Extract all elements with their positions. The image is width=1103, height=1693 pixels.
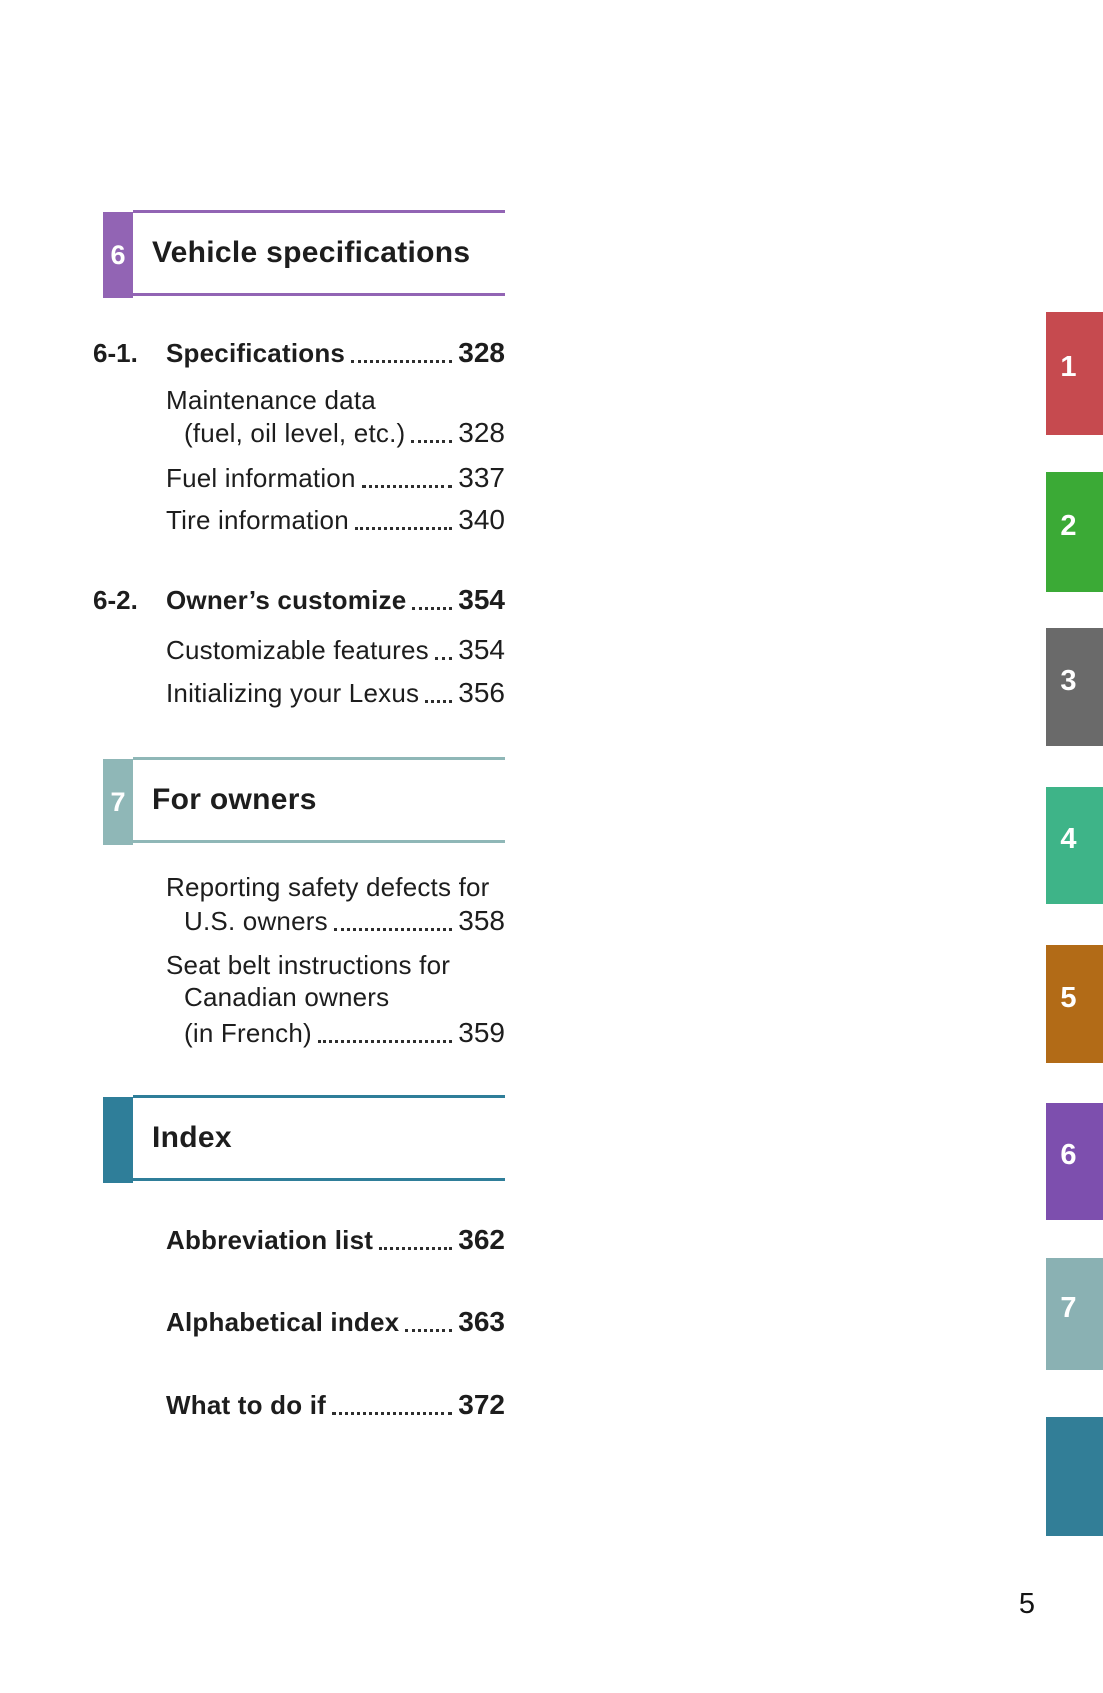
section-title: Index bbox=[152, 1121, 232, 1154]
dotted-leader bbox=[405, 1329, 453, 1332]
toc-entry-label: Tire information bbox=[166, 505, 349, 535]
side-tab-5: 5 bbox=[1046, 945, 1103, 1063]
toc-entry-label: Abbreviation list bbox=[166, 1225, 374, 1255]
toc-page-number: 362 bbox=[458, 1224, 505, 1255]
side-tab-number: 4 bbox=[1060, 823, 1077, 855]
toc-entry-label: Customizable features bbox=[166, 635, 429, 665]
header-rule-top bbox=[133, 757, 505, 760]
toc-entry: (fuel, oil level, etc.) 328 bbox=[184, 416, 505, 450]
side-tab-number: 6 bbox=[1060, 1139, 1077, 1171]
toc-entry-label: Maintenance data bbox=[166, 385, 376, 415]
dotted-leader bbox=[379, 1247, 453, 1250]
toc-page-number: 328 bbox=[458, 337, 505, 368]
toc-entry: Seat belt instructions for bbox=[166, 948, 505, 982]
toc-entry: What to do if 372 bbox=[166, 1388, 505, 1422]
side-tab-6: 6 bbox=[1046, 1103, 1103, 1220]
toc-entry-label: Alphabetical index bbox=[166, 1307, 400, 1337]
section-title: Vehicle specifications bbox=[152, 236, 471, 269]
dotted-leader bbox=[333, 928, 453, 931]
toc-page-number: 337 bbox=[458, 462, 505, 493]
dotted-leader bbox=[361, 485, 453, 488]
dotted-leader bbox=[332, 1412, 453, 1415]
toc-entry: U.S. owners 358 bbox=[184, 904, 505, 938]
section-prefix: 6-2. bbox=[93, 585, 138, 615]
side-tab-number: 2 bbox=[1060, 509, 1077, 542]
toc-entry: Abbreviation list 362 bbox=[166, 1223, 505, 1257]
side-tab-index bbox=[1046, 1417, 1103, 1536]
side-tab-3: 3 bbox=[1046, 628, 1103, 746]
section-number-badge: 6 bbox=[103, 212, 133, 298]
header-rule-top bbox=[133, 210, 505, 213]
section-title: For owners bbox=[152, 783, 317, 816]
section-number: 6 bbox=[110, 239, 126, 270]
toc-entry-label: Canadian owners bbox=[184, 982, 390, 1012]
toc-page-number: 354 bbox=[458, 634, 505, 665]
dotted-leader bbox=[425, 700, 453, 703]
toc-page-number: 328 bbox=[458, 417, 505, 448]
toc-page-number: 372 bbox=[458, 1389, 505, 1420]
toc-entry: Customizable features 354 bbox=[166, 633, 505, 667]
toc-page-number: 363 bbox=[458, 1306, 505, 1337]
toc-entry: 6-1. Specifications 328 bbox=[93, 336, 505, 370]
header-rule-top bbox=[133, 1095, 505, 1098]
section-header-index: Index bbox=[103, 1095, 505, 1185]
page-number: 5 bbox=[1018, 1588, 1036, 1620]
toc-entry: Canadian owners bbox=[184, 980, 505, 1014]
section-header-vehicle-specifications: 6 Vehicle specifications bbox=[103, 210, 505, 300]
toc-entry-label: U.S. owners bbox=[184, 906, 328, 936]
toc-page-number: 340 bbox=[458, 504, 505, 535]
toc-entry: (in French) 359 bbox=[184, 1016, 505, 1050]
toc-page-number: 359 bbox=[458, 1017, 505, 1048]
side-tab-4: 4 bbox=[1046, 787, 1103, 904]
toc-page-number: 358 bbox=[458, 905, 505, 936]
dotted-leader bbox=[412, 607, 453, 610]
side-tab-number: 7 bbox=[1060, 1291, 1077, 1324]
dotted-leader bbox=[351, 360, 453, 363]
side-tab-number: 5 bbox=[1060, 981, 1077, 1014]
header-rule-bottom bbox=[133, 1178, 505, 1181]
toc-entry-label: Seat belt instructions for bbox=[166, 950, 451, 980]
toc-entry-label: Owner’s customize bbox=[166, 585, 407, 615]
toc-entry-label: (fuel, oil level, etc.) bbox=[184, 418, 406, 448]
toc-entry-label: What to do if bbox=[166, 1390, 326, 1420]
section-number-badge bbox=[103, 1097, 133, 1183]
dotted-leader bbox=[354, 527, 453, 530]
section-prefix: 6-1. bbox=[93, 338, 138, 368]
toc-entry: Maintenance data bbox=[166, 383, 505, 417]
toc-entry: Alphabetical index 363 bbox=[166, 1305, 505, 1339]
toc-entry: Reporting safety defects for bbox=[166, 870, 505, 904]
toc-entry-label: (in French) bbox=[184, 1018, 312, 1048]
section-number: 7 bbox=[110, 786, 126, 817]
side-tab-number: 3 bbox=[1060, 664, 1077, 697]
toc-entry: Initializing your Lexus 356 bbox=[166, 676, 505, 710]
header-rule-bottom bbox=[133, 840, 505, 843]
toc-entry-label: Fuel information bbox=[166, 463, 356, 493]
side-tab-7: 7 bbox=[1046, 1258, 1103, 1370]
header-rule-bottom bbox=[133, 293, 505, 296]
side-tab-2: 2 bbox=[1046, 472, 1103, 592]
toc-page-number: 356 bbox=[458, 677, 505, 708]
dotted-leader bbox=[434, 657, 453, 660]
toc-entry: Tire information 340 bbox=[166, 503, 505, 537]
side-tab-number: 1 bbox=[1060, 351, 1077, 383]
section-number-badge: 7 bbox=[103, 759, 133, 845]
dotted-leader bbox=[411, 440, 453, 443]
toc-page-number: 354 bbox=[458, 584, 505, 615]
toc-entry: Fuel information 337 bbox=[166, 461, 505, 495]
side-tab-1: 1 bbox=[1046, 312, 1103, 435]
toc-entry-label: Reporting safety defects for bbox=[166, 872, 490, 902]
toc-entry: 6-2. Owner’s customize 354 bbox=[93, 583, 505, 617]
dotted-leader bbox=[317, 1040, 453, 1043]
toc-entry-label: Initializing your Lexus bbox=[166, 678, 420, 708]
toc-entry-label: Specifications bbox=[166, 338, 346, 368]
section-header-for-owners: 7 For owners bbox=[103, 757, 505, 847]
